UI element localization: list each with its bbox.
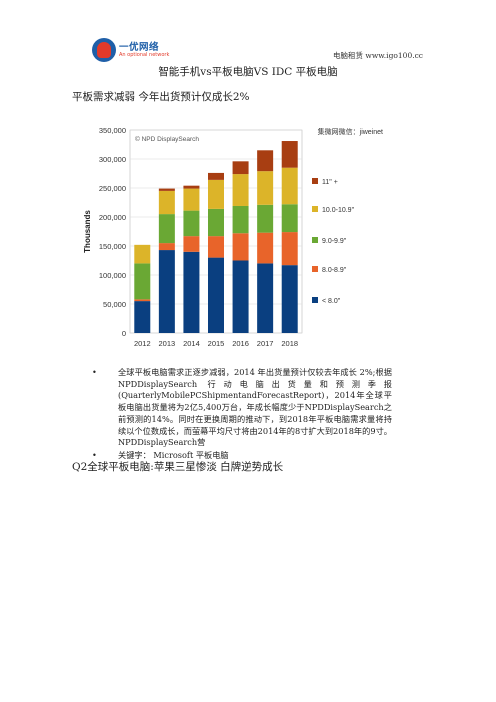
bar-segment (134, 263, 151, 300)
bar-segment (158, 250, 175, 333)
bar-segment (281, 232, 298, 266)
legend-label: 11" + (322, 179, 338, 186)
bar-segment (232, 174, 249, 206)
bar-segment (158, 243, 175, 251)
bar-segment (281, 265, 298, 333)
logo-tagline: An optional network (119, 52, 170, 58)
x-tick-label: 2013 (159, 339, 176, 348)
legend-label: 10.0-10.9" (322, 207, 355, 214)
x-tick-label: 2017 (257, 339, 274, 348)
legend-swatch (312, 297, 318, 303)
bar-segment (232, 161, 249, 175)
bar-segment (257, 204, 274, 233)
legend-swatch (312, 266, 318, 272)
bar-segment (257, 232, 274, 264)
y-axis-label: Thousands (83, 210, 92, 253)
list-item: • 关键字： Microsoft 平板电脑 (92, 450, 392, 462)
bar-segment (183, 188, 200, 211)
bar-segment (183, 251, 200, 333)
bar-segment (183, 185, 200, 189)
y-tick-label: 350,000 (99, 126, 126, 135)
x-tick-label: 2014 (183, 339, 200, 348)
bar-segment (232, 205, 249, 234)
bar-segment (208, 208, 224, 237)
bar-segment (257, 150, 274, 172)
bar-segment (134, 299, 151, 302)
x-tick-label: 2018 (281, 339, 298, 348)
x-tick-label: 2015 (208, 339, 225, 348)
company-logo: 一优网络 An optional network (92, 38, 180, 64)
bar-segment (232, 233, 249, 261)
page-title: 智能手机vs平板电脑VS IDC 平板电脑 (158, 66, 338, 78)
bar-segment (158, 188, 175, 191)
watermark-text: 集微网微信：jiweinet (318, 127, 383, 136)
x-tick-label: 2016 (232, 339, 249, 348)
subtitle: 平板需求减弱 今年出货预计仅成长2% (72, 91, 250, 103)
bar-segment (257, 263, 274, 333)
y-tick-label: 200,000 (99, 213, 126, 222)
site-url[interactable]: 电脑租赁 www.igo100.cc (333, 51, 423, 60)
bar-segment (158, 190, 175, 215)
bar-segment (208, 179, 224, 209)
legend-label: 9.0-9.9" (322, 238, 347, 245)
legend-label: 8.0-8.9" (322, 267, 347, 274)
y-tick-label: 300,000 (99, 155, 126, 164)
bar-segment (134, 301, 151, 333)
bar-segment (183, 236, 200, 252)
bar-segment (257, 171, 274, 205)
y-tick-label: 250,000 (99, 184, 126, 193)
y-tick-label: 100,000 (99, 271, 126, 280)
legend-swatch (312, 237, 318, 243)
bar-segment (183, 210, 200, 237)
section-heading: Q2全球平板电脑:苹果三星惨淡 白牌逆势成长 (72, 461, 284, 473)
legend-swatch (312, 178, 318, 184)
y-tick-label: 0 (122, 329, 126, 338)
bar-segment (208, 172, 224, 180)
list-item: • 全球平板电脑需求正逐步减弱，2014 年出货量预计仅较去年成长 2%;根据N… (92, 367, 392, 449)
bar-segment (281, 141, 298, 168)
legend-swatch (312, 206, 318, 212)
source-label: © NPD DisplaySearch (135, 135, 199, 143)
bullet-text: 全球平板电脑需求正逐步减弱，2014 年出货量预计仅较去年成长 2%;根据NPD… (118, 367, 392, 448)
bullet-icon: • (92, 367, 97, 377)
bar-segment (208, 236, 224, 258)
bar-segment (208, 257, 224, 333)
y-tick-label: 50,000 (103, 300, 126, 309)
hand-logo-icon (92, 38, 116, 62)
bar-segment (232, 260, 249, 333)
bullet-icon: • (92, 449, 97, 460)
bar-segment (158, 214, 175, 244)
bar-segment (281, 204, 298, 233)
bar-segment (281, 167, 298, 205)
bullet-list: • 全球平板电脑需求正逐步减弱，2014 年出货量预计仅较去年成长 2%;根据N… (92, 367, 392, 463)
y-tick-label: 150,000 (99, 242, 126, 251)
x-tick-label: 2012 (134, 339, 151, 348)
logo-name: 一优网络 (119, 42, 160, 53)
stacked-bar-chart: 0 50,000 100,000 150,000 200,000 250,000 300,0… (83, 126, 383, 348)
legend-label: < 8.0" (322, 298, 341, 305)
bar-segment (134, 244, 151, 264)
bullet-text: 关键字： Microsoft 平板电脑 (118, 449, 229, 460)
